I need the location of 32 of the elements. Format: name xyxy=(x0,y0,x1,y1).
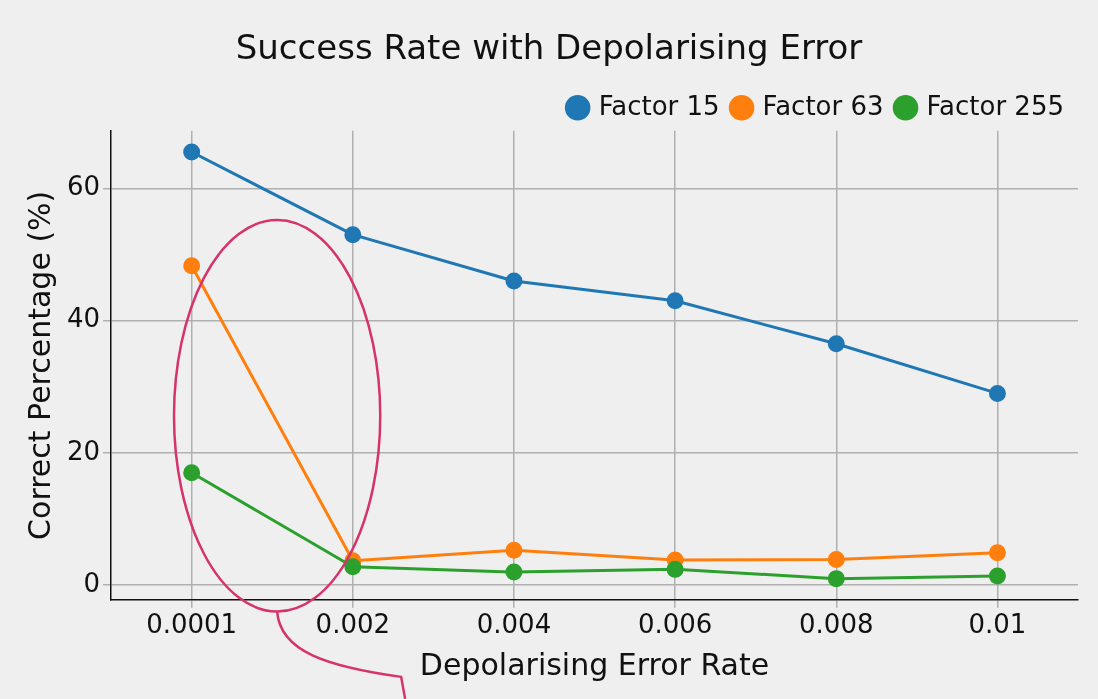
point xyxy=(183,143,201,161)
point xyxy=(505,541,523,559)
x-tick-label: 0.0001 xyxy=(146,609,238,640)
point xyxy=(988,567,1006,585)
point xyxy=(666,560,684,578)
point xyxy=(827,570,845,588)
legend-label: Factor 255 xyxy=(926,90,1065,121)
point xyxy=(988,384,1006,402)
point xyxy=(183,464,201,482)
y-tick-label: 60 xyxy=(66,171,101,202)
x-axis-title: Depolarising Error Rate xyxy=(419,646,770,682)
point xyxy=(344,226,362,244)
point xyxy=(666,292,684,310)
y-tick-label: 40 xyxy=(66,303,101,334)
point xyxy=(344,558,362,576)
x-tick-label: 0.008 xyxy=(799,609,874,640)
y-tick-label: 0 xyxy=(83,568,101,598)
x-tick-label: 0.002 xyxy=(315,609,391,640)
chart-title: Success Rate with Depolarising Error xyxy=(235,27,863,68)
point xyxy=(183,257,201,275)
x-tick-label: 0.004 xyxy=(476,609,552,640)
legend-label: Factor 15 xyxy=(598,90,720,121)
point xyxy=(827,550,845,568)
y-axis-title: Correct Percentage (%) xyxy=(21,190,57,540)
point xyxy=(988,544,1006,562)
legend-label: Factor 63 xyxy=(762,90,884,121)
point xyxy=(827,335,845,353)
y-tick-label: 20 xyxy=(66,435,101,466)
x-tick-label: 0.006 xyxy=(637,609,713,640)
point xyxy=(505,563,523,581)
x-tick-label: 0.01 xyxy=(968,609,1027,640)
point xyxy=(505,272,523,290)
